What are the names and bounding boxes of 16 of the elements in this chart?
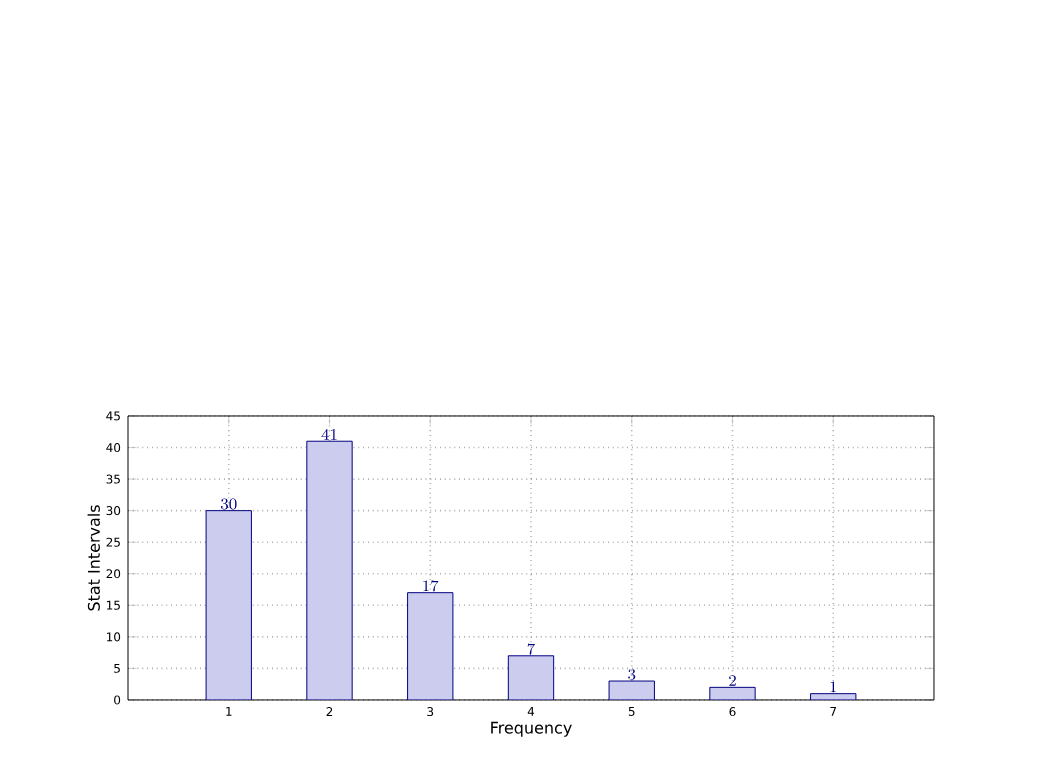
y-axis-title: Stat Intervals	[87, 505, 100, 611]
data-label: 7	[527, 643, 535, 655]
bar	[205, 510, 252, 700]
bar	[407, 592, 454, 700]
data-label: 3	[628, 668, 636, 680]
data-label: 30	[220, 498, 237, 510]
bar	[608, 680, 655, 700]
bar	[507, 655, 555, 700]
data-label: 1	[830, 681, 837, 693]
x-axis-title: Frequency	[491, 721, 572, 737]
data-label: 17	[423, 580, 439, 592]
bar	[709, 686, 756, 700]
bar	[306, 440, 353, 700]
bar	[810, 693, 857, 700]
data-label: 2	[729, 675, 736, 686]
data-label: 41	[321, 428, 337, 440]
